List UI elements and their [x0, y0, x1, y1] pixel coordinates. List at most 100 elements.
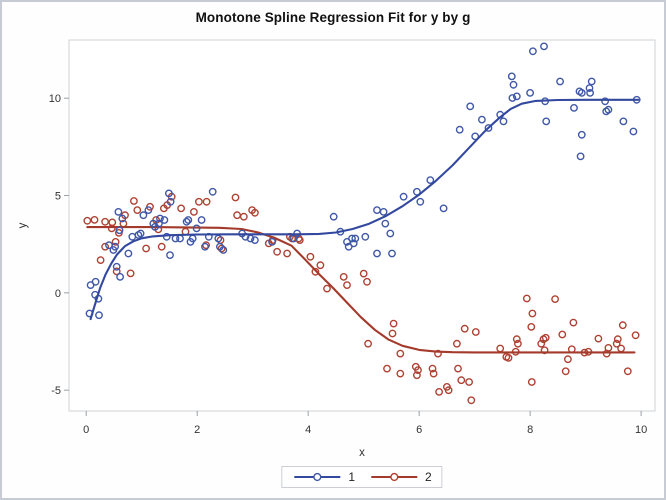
- scatter-point-g2: [126, 269, 135, 278]
- scatter-point-g2: [527, 378, 536, 386]
- scatter-point-g2: [217, 244, 226, 253]
- scatter-point-g1: [111, 242, 120, 251]
- scatter-point-g2: [202, 197, 211, 206]
- scatter-point-g1: [577, 89, 586, 97]
- scatter-point-g2: [323, 284, 331, 293]
- scatter-point-g2: [514, 339, 522, 348]
- scatter-point-g1: [95, 311, 103, 320]
- scatter-point-g2: [202, 241, 211, 250]
- scatter-point-g2: [412, 371, 421, 380]
- legend-label: 1: [348, 470, 355, 484]
- scatter-point-g1: [439, 204, 448, 213]
- scatter-point-g2: [316, 261, 325, 270]
- scatter-point-g2: [364, 339, 372, 348]
- scatter-point-g1: [381, 219, 390, 228]
- scatter-point-g1: [529, 47, 537, 56]
- scatter-point-g2: [194, 197, 203, 206]
- scatter-point-g2: [428, 364, 437, 373]
- scatter-point-g2: [564, 355, 572, 364]
- y-tick-label: 5: [55, 191, 61, 203]
- scatter-point-g2: [435, 387, 443, 396]
- scatter-point-g2: [471, 328, 480, 336]
- scatter-point-g1: [484, 124, 493, 132]
- scatter-point-g2: [528, 309, 537, 318]
- scatter-point-g2: [383, 364, 391, 373]
- scatter-point-g1: [351, 234, 360, 243]
- scatter-point-g2: [465, 378, 473, 386]
- scatter-point-g1: [116, 272, 125, 281]
- scatter-point-g1: [115, 226, 124, 235]
- scatter-point-g1: [386, 229, 395, 238]
- legend-entry-group2: 2: [369, 471, 432, 483]
- scatter-point-g1: [114, 207, 123, 216]
- scatter-point-g2: [133, 206, 142, 215]
- scatter-point-g2: [623, 367, 632, 376]
- scatter-point-g1: [112, 262, 121, 271]
- scatter-point-g2: [444, 386, 453, 395]
- scatter-point-g2: [129, 197, 138, 205]
- scatter-point-g1: [499, 117, 508, 126]
- scatter-point-g2: [454, 364, 462, 373]
- legend-entry-group1: 1: [292, 471, 355, 483]
- scatter-point-g2: [177, 204, 186, 213]
- scatter-point-g2: [618, 321, 627, 330]
- x-tick-label: 2: [194, 424, 200, 436]
- scatter-point-g1: [508, 94, 517, 102]
- scatter-point-g1: [144, 206, 153, 215]
- scatter-point-g2: [558, 330, 567, 339]
- scatter-point-g1: [348, 234, 356, 243]
- scatter-point-g2: [414, 366, 422, 374]
- scatter-point-g2: [613, 335, 622, 344]
- scatter-point-g1: [162, 232, 171, 241]
- scatter-point-g1: [197, 216, 206, 224]
- scatter-point-g2: [359, 269, 368, 278]
- scatter-point-g2: [83, 216, 92, 225]
- scatter-point-g1: [388, 249, 396, 258]
- legend: 1 2: [281, 466, 443, 488]
- legend-line-marker-icon: [294, 472, 341, 482]
- y-axis-label: y: [17, 222, 29, 228]
- scatter-point-g1: [136, 229, 145, 238]
- scatter-point-g1: [570, 104, 578, 112]
- scatter-point-g2: [540, 346, 549, 355]
- scatter-point-g1: [471, 132, 480, 141]
- scatter-point-g2: [157, 242, 166, 251]
- scatter-point-g2: [429, 369, 438, 378]
- scatter-point-g1: [585, 84, 594, 93]
- x-axis-label: x: [359, 447, 365, 459]
- scatter-point-g2: [339, 272, 348, 281]
- x-tick-label: 8: [527, 424, 533, 436]
- scatter-point-g1: [208, 187, 217, 196]
- x-tick-label: 6: [416, 424, 422, 436]
- scatter-point-g2: [283, 249, 291, 258]
- chart-title: Monotone Spline Regression Fit for y by …: [195, 10, 471, 25]
- scatter-point-g2: [189, 207, 198, 216]
- scatter-point-g1: [166, 251, 174, 260]
- scatter-point-g1: [250, 236, 259, 245]
- scatter-point-g1: [556, 77, 564, 86]
- scatter-point-g2: [527, 322, 536, 331]
- scatter-point-g2: [512, 335, 521, 344]
- scatter-point-g1: [118, 214, 127, 223]
- scatter-point-g1: [601, 97, 609, 106]
- scatter-point-g1: [542, 117, 551, 126]
- legend-label: 2: [425, 470, 432, 484]
- scatter-point-g2: [434, 349, 442, 358]
- scatter-point-g2: [569, 318, 578, 327]
- scatter-point-g2: [108, 218, 117, 227]
- scatter-point-g1: [166, 197, 175, 206]
- y-tick-label: -5: [51, 385, 61, 397]
- y-tick-label: 0: [55, 288, 61, 300]
- scatter-point-g2: [604, 343, 613, 352]
- scatter-point-g2: [631, 331, 640, 340]
- scatter-point-g1: [576, 152, 585, 161]
- scatter-point-g2: [231, 193, 240, 202]
- scatter-point-g2: [112, 267, 121, 276]
- scatter-point-g1: [139, 211, 148, 220]
- scatter-point-g1: [164, 189, 173, 198]
- scatter-point-g2: [363, 277, 371, 286]
- scatter-point-g2: [457, 376, 466, 385]
- scatter-point-g1: [219, 246, 228, 254]
- scatter-point-g2: [561, 367, 570, 376]
